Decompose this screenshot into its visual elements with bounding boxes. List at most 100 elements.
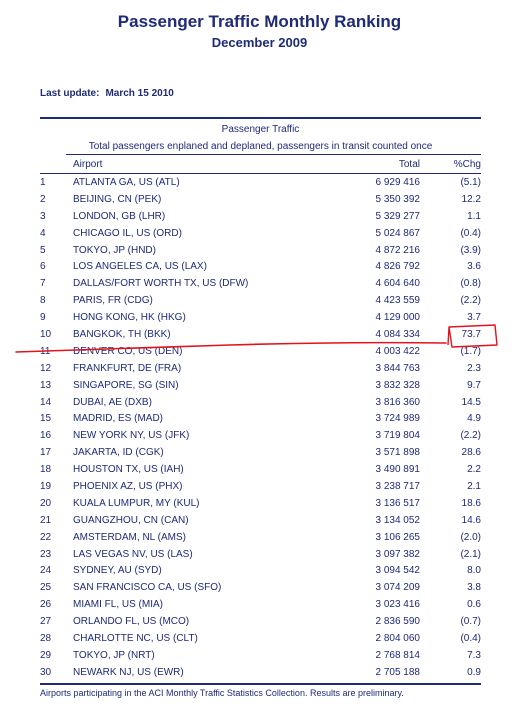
total-cell: 3 719 804: [375, 430, 421, 442]
total-cell: 5 350 392: [375, 193, 421, 205]
total-cell: 5 024 867: [375, 227, 421, 239]
airport-cell: ORLANDO FL, US (MCO): [73, 616, 190, 628]
table-bottom-rule: [40, 683, 481, 685]
chg-cell: 7.3: [467, 649, 481, 661]
rank-cell: 19: [40, 481, 52, 493]
rank-cell: 15: [40, 413, 52, 425]
rank-cell: 1: [40, 177, 46, 188]
airport-cell: NEWARK NJ, US (EWR): [73, 666, 184, 678]
chg-cell: (2.0): [460, 531, 481, 543]
rank-cell: 14: [40, 396, 52, 408]
chg-cell: 4.9: [467, 413, 481, 425]
airport-cell: CHICAGO IL, US (ORD): [73, 227, 182, 239]
total-cell: 3 023 416: [375, 599, 421, 611]
total-cell: 2 705 188: [375, 666, 421, 678]
total-cell: 2 836 590: [375, 616, 421, 628]
column-header-total: Total: [398, 159, 420, 170]
airport-cell: GUANGZHOU, CN (CAN): [73, 514, 189, 526]
rank-cell: 22: [40, 531, 52, 543]
total-cell: 4 604 640: [375, 278, 421, 290]
rank-cell: 7: [40, 278, 46, 290]
table-row: 14 DUBAI, AE (DXB) 3 816 360 14.5: [40, 394, 481, 411]
total-cell: 3 571 898: [375, 447, 421, 459]
total-cell: 3 238 717: [375, 481, 421, 493]
last-update-value: March 15 2010: [105, 88, 174, 99]
rank-cell: 21: [40, 514, 52, 526]
rank-cell: 8: [40, 295, 46, 307]
table-row: 27 ORLANDO FL, US (MCO) 2 836 590 (0.7): [40, 613, 481, 630]
rank-cell: 12: [40, 362, 52, 374]
total-cell: 4 423 559: [375, 295, 421, 307]
chg-cell: (1.7): [460, 345, 481, 357]
rank-cell: 16: [40, 430, 52, 442]
column-header-chg: %Chg: [453, 159, 481, 170]
total-cell: 5 329 277: [375, 210, 421, 222]
chg-cell: 2.2: [467, 464, 481, 476]
chg-cell: 3.8: [467, 582, 481, 594]
table-row: 11 DENVER CO, US (DEN) 4 003 422 (1.7): [40, 343, 481, 360]
last-update-label: Last update:: [40, 88, 100, 99]
airport-cell: FRANKFURT, DE (FRA): [73, 362, 182, 374]
total-cell: 3 106 265: [375, 531, 421, 543]
airport-cell: LOS ANGELES CA, US (LAX): [73, 261, 207, 273]
total-cell: 4 084 334: [375, 329, 421, 341]
rank-cell: 20: [40, 497, 52, 509]
chg-cell: 0.9: [467, 666, 481, 678]
total-cell: 3 136 517: [375, 497, 421, 509]
table-row: 2 BEIJING, CN (PEK) 5 350 392 12.2: [40, 191, 481, 208]
page-title: Passenger Traffic Monthly Ranking: [117, 12, 402, 31]
chg-cell: 12.2: [461, 193, 481, 205]
airport-cell: MIAMI FL, US (MIA): [73, 599, 163, 611]
rank-cell: 29: [40, 649, 52, 661]
rank-cell: 6: [40, 261, 46, 273]
header-rule: [40, 173, 481, 174]
total-cell: 4 872 216: [375, 244, 421, 256]
table-row: 4 CHICAGO IL, US (ORD) 5 024 867 (0.4): [40, 225, 481, 242]
airport-cell: HOUSTON TX, US (IAH): [73, 464, 184, 476]
table-row: 22 AMSTERDAM, NL (AMS) 3 106 265 (2.0): [40, 529, 481, 546]
rank-cell: 27: [40, 616, 52, 628]
total-cell: 6 929 416: [375, 177, 421, 188]
table-row: 29 TOKYO, JP (NRT) 2 768 814 7.3: [40, 647, 481, 664]
rank-cell: 23: [40, 548, 52, 560]
table-top-rule: [40, 117, 481, 119]
table-row: 3 LONDON, GB (LHR) 5 329 277 1.1: [40, 208, 481, 225]
airport-cell: DENVER CO, US (DEN): [73, 345, 183, 357]
rank-cell: 11: [40, 345, 51, 357]
chg-cell: (0.7): [460, 616, 481, 628]
airport-cell: JAKARTA, ID (CGK): [73, 447, 164, 459]
table-row: 23 LAS VEGAS NV, US (LAS) 3 097 382 (2.1): [40, 546, 481, 563]
ranking-table: 1 ATLANTA GA, US (ATL) 6 929 416 (5.1) 2 BEIJ…: [40, 174, 481, 681]
total-cell: 3 094 542: [375, 565, 421, 577]
chg-cell: (2.2): [460, 295, 481, 307]
total-cell: 3 724 989: [375, 413, 421, 425]
airport-cell: CHARLOTTE NC, US (CLT): [73, 633, 198, 645]
table-row: 25 SAN FRANCISCO CA, US (SFO) 3 074 209 3.8: [40, 579, 481, 596]
rank-cell: 30: [40, 666, 52, 678]
section-title: Passenger Traffic: [221, 124, 300, 135]
total-cell: 4 826 792: [375, 261, 421, 273]
table-row: 1 ATLANTA GA, US (ATL) 6 929 416 (5.1): [40, 174, 481, 191]
chg-cell: 18.6: [461, 497, 481, 509]
airport-cell: DALLAS/FORT WORTH TX, US (DFW): [73, 278, 249, 290]
table-row: 24 SYDNEY, AU (SYD) 3 094 542 8.0: [40, 562, 481, 579]
table-row: 7 DALLAS/FORT WORTH TX, US (DFW) 4 604 640…: [40, 275, 481, 292]
chg-cell: (2.1): [460, 548, 481, 560]
chg-cell: 28.6: [461, 447, 481, 459]
table-row: 28 CHARLOTTE NC, US (CLT) 2 804 060 (0.4): [40, 630, 481, 647]
chg-cell: (0.8): [460, 278, 481, 290]
airport-cell: SYDNEY, AU (SYD): [73, 565, 162, 577]
chg-cell: 0.6: [467, 599, 481, 611]
total-cell: 3 134 052: [375, 514, 421, 526]
section-rule: [66, 154, 481, 155]
table-row: 10 BANGKOK, TH (BKK) 4 084 334 73.7: [40, 326, 481, 343]
table-row: 13 SINGAPORE, SG (SIN) 3 832 328 9.7: [40, 377, 481, 394]
table-row: 17 JAKARTA, ID (CGK) 3 571 898 28.6: [40, 444, 481, 461]
rank-cell: 13: [40, 379, 52, 391]
table-row: 16 NEW YORK NY, US (JFK) 3 719 804 (2.2): [40, 427, 481, 444]
airport-cell: BANGKOK, TH (BKK): [73, 329, 171, 341]
airport-cell: NEW YORK NY, US (JFK): [73, 430, 190, 442]
chg-cell: 1.1: [467, 210, 481, 222]
rank-cell: 25: [40, 582, 52, 594]
chg-cell: (2.2): [460, 430, 481, 442]
